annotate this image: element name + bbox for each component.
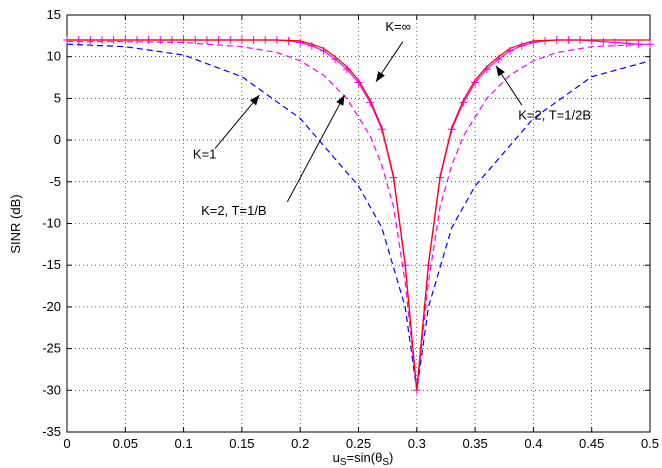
- y-tick-label: -5: [49, 174, 61, 189]
- y-tick-label: -15: [42, 257, 61, 272]
- series-point-marker: [517, 41, 526, 50]
- series-point-marker: [296, 38, 305, 47]
- annotation-arrow-head: [375, 71, 385, 82]
- annotation-arrow-head: [249, 95, 260, 106]
- series-line-k-: [67, 39, 650, 391]
- y-tick-label: -30: [42, 382, 61, 397]
- x-tick-label: 0.1: [175, 436, 193, 451]
- y-tick-label: -35: [42, 424, 61, 439]
- x-tick-label: 0.25: [346, 436, 371, 451]
- annotation-arrow-head: [496, 65, 505, 77]
- series-group: [63, 36, 654, 395]
- y-tick-labels: 15 10 5 0 -5 -10 -15 -20 -25 -30 -35: [42, 7, 61, 439]
- annotation-label: K=2, T=1/2B: [518, 107, 591, 122]
- x-tick-label: 0.35: [462, 436, 487, 451]
- series-point-marker: [622, 39, 631, 48]
- series-point-marker: [307, 41, 316, 50]
- annotation-label: K=1: [193, 146, 217, 161]
- annotation-group: K=∞ K=2, T=1/2B K=1 K=2, T=1/B: [193, 19, 591, 218]
- x-tick-label: 0.15: [229, 436, 254, 451]
- series-point-marker: [587, 36, 596, 45]
- annotation-arrow-head: [336, 95, 345, 106]
- x-tick-label: 0.5: [641, 436, 659, 451]
- x-tick-label: 0.45: [579, 436, 604, 451]
- x-tick-label: 0.05: [113, 436, 138, 451]
- x-tick-label: 0.2: [291, 436, 309, 451]
- x-tick-label: 0: [63, 436, 70, 451]
- annotation-label: K=2, T=1/B: [201, 203, 267, 218]
- y-tick-label: -10: [42, 216, 61, 231]
- series-point-marker: [634, 40, 643, 49]
- series-line-k-2-t-1-b: [67, 41, 651, 391]
- x-axis-label: uS=sin(θS): [333, 450, 394, 468]
- series-line-k-1: [66, 43, 651, 391]
- annotation-label: K=∞: [385, 19, 411, 34]
- y-tick-label: 5: [54, 90, 61, 105]
- series-point-marker: [599, 37, 608, 46]
- x-tick-labels: 0 0.05 0.1 0.15 0.2 0.25 0.3 0.35 0.4 0.45 0.5: [63, 436, 659, 451]
- series-point-marker: [646, 40, 654, 49]
- y-tick-label: -25: [42, 341, 61, 356]
- y-tick-label: 10: [47, 49, 61, 64]
- x-tick-label: 0.4: [524, 436, 542, 451]
- series-point-marker: [529, 38, 538, 47]
- y-axis-label: SINR (dB): [8, 194, 23, 253]
- grid-lines: [66, 14, 651, 433]
- annotation-arrow-line: [286, 94, 345, 203]
- x-tick-label: 0.3: [408, 436, 426, 451]
- y-tick-label: 15: [47, 7, 61, 22]
- annotation-arrow-line: [214, 94, 260, 149]
- y-tick-label: 0: [54, 132, 61, 147]
- y-tick-label: -20: [42, 299, 61, 314]
